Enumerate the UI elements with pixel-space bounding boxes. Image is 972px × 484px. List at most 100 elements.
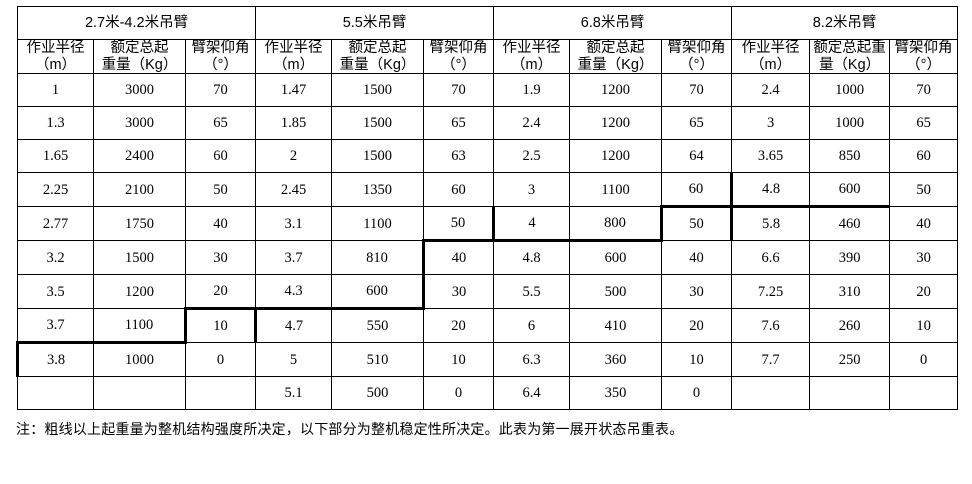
cell-load: 1000 (809, 106, 891, 141)
load-label-line2: 重量（Kg） (101, 56, 178, 73)
cell-load: 1200 (569, 73, 663, 108)
cell-radius: 3.7 (17, 308, 94, 345)
radius-label-line1: 作业半径 (264, 40, 323, 56)
cell-load: 250 (809, 342, 891, 378)
cell-angle: 65 (423, 106, 495, 141)
cell-radius: 5.5 (493, 274, 571, 310)
angle-label-line2: （°） (441, 56, 476, 73)
cell-angle: 65 (661, 106, 733, 141)
load-label-line1: 额定总起 (348, 40, 407, 56)
table-row: 1.3 3000 65 1.85 1500 65 2.4 1200 65 3 1… (17, 106, 959, 141)
cell-load: 850 (809, 139, 891, 174)
cell-load: 1500 (331, 139, 425, 174)
cell-radius (731, 376, 811, 411)
cell-load: 1200 (569, 139, 663, 174)
group-header-row: 2.7米-4.2米吊臂 5.5米吊臂 6.8米吊臂 8.2米吊臂 (16, 6, 959, 40)
cell-radius: 1.3 (17, 106, 94, 141)
cell-radius: 6.4 (493, 376, 571, 411)
cell-angle: 70 (184, 73, 257, 108)
table-row: 3.7 1100 10 4.7 550 20 6 410 20 7.6 260 … (17, 307, 959, 345)
cell-angle: 30 (889, 240, 959, 276)
cell-radius: 2.25 (17, 172, 94, 208)
cell-radius: 1.85 (255, 106, 333, 141)
cell-angle: 0 (184, 342, 257, 378)
cell-radius: 5.8 (730, 206, 811, 242)
cell-radius: 1.47 (255, 73, 333, 108)
cell-load: 810 (331, 240, 425, 276)
cell-load: 1100 (331, 206, 425, 242)
cell-load: 1200 (569, 106, 663, 141)
load-label-line2: 量（Kg） (818, 56, 881, 73)
cell-load: 2400 (93, 139, 186, 174)
cell-angle: 50 (889, 172, 959, 208)
cell-load: 1000 (809, 73, 891, 108)
cell-angle: 63 (423, 139, 495, 174)
cell-radius (17, 376, 94, 411)
cell-angle: 30 (423, 274, 495, 310)
cell-angle: 65 (889, 106, 959, 141)
cell-load: 1500 (331, 106, 425, 141)
cell-angle: 50 (660, 205, 733, 242)
cell-load: 1500 (331, 73, 425, 108)
radius-label-line2: （m） (750, 56, 792, 73)
cell-load: 600 (569, 240, 663, 276)
radius-label-line1: 作业半径 (26, 40, 85, 56)
cell-load: 1200 (93, 274, 186, 310)
cell-angle: 30 (184, 240, 257, 276)
column-header-row: 作业半径 （m） 额定总起 重量（Kg） 臂架仰角 （°） 作业半径 （m） 额… (17, 38, 959, 75)
cell-radius: 2 (255, 139, 333, 174)
column-header-load-1: 额定总起 重量（Kg） (93, 38, 186, 75)
radius-label-line2: （m） (34, 56, 77, 73)
cell-radius: 3.5 (17, 274, 94, 310)
cell-load: 800 (569, 206, 664, 243)
cell-radius: 3.1 (255, 206, 333, 242)
cell-radius: 4.3 (255, 274, 333, 311)
cell-load: 390 (809, 240, 891, 276)
cell-radius: 2.4 (731, 73, 811, 108)
cell-radius: 7.7 (731, 342, 811, 378)
cell-radius: 5.1 (255, 376, 333, 411)
cell-radius: 1 (17, 73, 94, 108)
cell-angle: 60 (661, 172, 734, 208)
cell-radius: 2.77 (17, 206, 94, 242)
load-label-line1: 额定总起 (586, 40, 645, 56)
cell-radius: 3.8 (16, 342, 94, 378)
radius-label-line1: 作业半径 (741, 40, 800, 56)
cell-radius: 5 (255, 342, 333, 378)
cell-radius: 3 (493, 172, 571, 208)
table-row: 3.5 1200 20 4.3 600 30 5.5 500 30 7.25 3… (17, 274, 959, 311)
cell-angle: 10 (661, 342, 733, 378)
radius-label-line2: （m） (272, 56, 315, 73)
cell-radius: 2.4 (493, 106, 571, 141)
cell-angle: 10 (889, 308, 959, 344)
cell-load: 1100 (569, 172, 663, 208)
table-row: 1.65 2400 60 2 1500 63 2.5 1200 64 3.65 … (17, 139, 959, 174)
cell-angle: 70 (661, 73, 733, 108)
column-header-angle-1: 臂架仰角 （°） (184, 38, 257, 75)
table-row: 2.25 2100 50 2.45 1350 60 3 1100 60 4.8 … (17, 172, 959, 209)
load-label-line2: 重量（Kg） (339, 56, 416, 73)
cell-load: 1000 (93, 342, 186, 378)
cell-load: 260 (809, 308, 891, 344)
cell-load: 1100 (93, 308, 187, 345)
cell-load: 310 (809, 274, 891, 310)
column-header-load-4: 额定总起重 量（Kg） (809, 38, 891, 75)
cell-radius: 6.6 (731, 240, 811, 276)
angle-label-line1: 臂架仰角 (894, 40, 953, 56)
angle-label-line2: （°） (203, 56, 238, 73)
cell-radius: 2.5 (493, 139, 571, 174)
cell-angle: 64 (661, 139, 733, 174)
cell-angle (184, 376, 257, 411)
table-row: 3.8 1000 0 5 510 10 6.3 360 10 7.7 250 0 (16, 342, 959, 378)
cell-radius: 4.8 (731, 172, 811, 209)
cell-angle: 20 (661, 308, 733, 344)
column-header-angle-2: 臂架仰角 （°） (423, 38, 495, 75)
cell-angle: 40 (422, 239, 495, 276)
cell-angle: 70 (423, 73, 495, 108)
crane-load-table: 2.7米-4.2米吊臂 5.5米吊臂 6.8米吊臂 8.2米吊臂 作业半径 （m… (16, 6, 959, 411)
cell-angle: 20 (889, 274, 959, 310)
crane-load-chart-sheet: 2.7米-4.2米吊臂 5.5米吊臂 6.8米吊臂 8.2米吊臂 作业半径 （m… (0, 6, 972, 484)
cell-load: 3000 (93, 73, 186, 108)
angle-label-line1: 臂架仰角 (667, 40, 726, 56)
angle-label-line2: （°） (679, 56, 714, 73)
